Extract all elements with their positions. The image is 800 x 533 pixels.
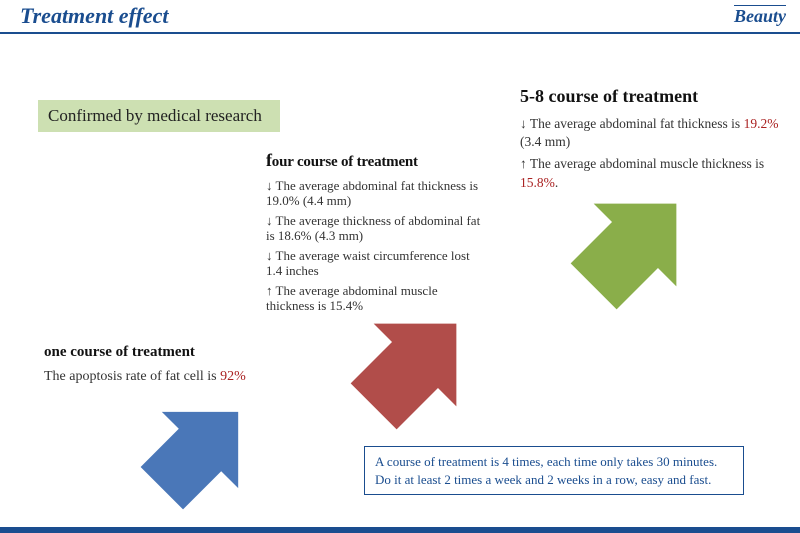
stage-four-line1: ↓ The average abdominal fat thickness is… bbox=[266, 179, 486, 209]
stage3-line1-value: 19.2% bbox=[744, 116, 779, 131]
stage3-line1-prefix: ↓ The average abdominal fat thickness is bbox=[520, 116, 744, 131]
stage-four-heading: four course of treatment bbox=[266, 150, 486, 171]
stage-four: four course of treatment ↓ The average a… bbox=[266, 150, 486, 319]
stage-one-line-value: 92% bbox=[220, 369, 246, 384]
arrow-up-right-green-icon bbox=[570, 180, 700, 310]
stage3-line2-suffix: . bbox=[555, 175, 558, 190]
header: Treatment effect Beauty bbox=[0, 0, 800, 34]
stage3-line1-suffix: (3.4 mm) bbox=[520, 134, 570, 149]
stage-four-line2: ↓ The average thickness of abdominal fat… bbox=[266, 214, 486, 244]
stage-four-heading-rest: our course of treatment bbox=[272, 154, 418, 170]
arrow-up-right-blue-icon bbox=[140, 390, 260, 510]
bottom-border bbox=[0, 527, 800, 533]
stage-one-line: The apoptosis rate of fat cell is 92% bbox=[44, 369, 304, 385]
stage-one-heading: one course of treatment bbox=[44, 344, 304, 361]
stage-five-eight-heading: 5-8 course of treatment bbox=[520, 86, 780, 107]
arrow-up-right-red-icon bbox=[350, 300, 480, 430]
brand-logo: Beauty bbox=[734, 5, 786, 27]
stage3-line2-value: 15.8% bbox=[520, 175, 555, 190]
stage3-line2-prefix: ↑ The average abdominal muscle thickness… bbox=[520, 156, 764, 171]
stage-one-line-prefix: The apoptosis rate of fat cell is bbox=[44, 369, 220, 384]
note-box: A course of treatment is 4 times, each t… bbox=[364, 446, 744, 495]
stage-five-eight-line1: ↓ The average abdominal fat thickness is… bbox=[520, 115, 780, 151]
stage-one: one course of treatment The apoptosis ra… bbox=[44, 344, 304, 385]
page-title: Treatment effect bbox=[20, 3, 168, 29]
stage-four-line3: ↓ The average waist circumference lost 1… bbox=[266, 249, 486, 279]
confirmed-badge: Confirmed by medical research bbox=[38, 100, 280, 132]
